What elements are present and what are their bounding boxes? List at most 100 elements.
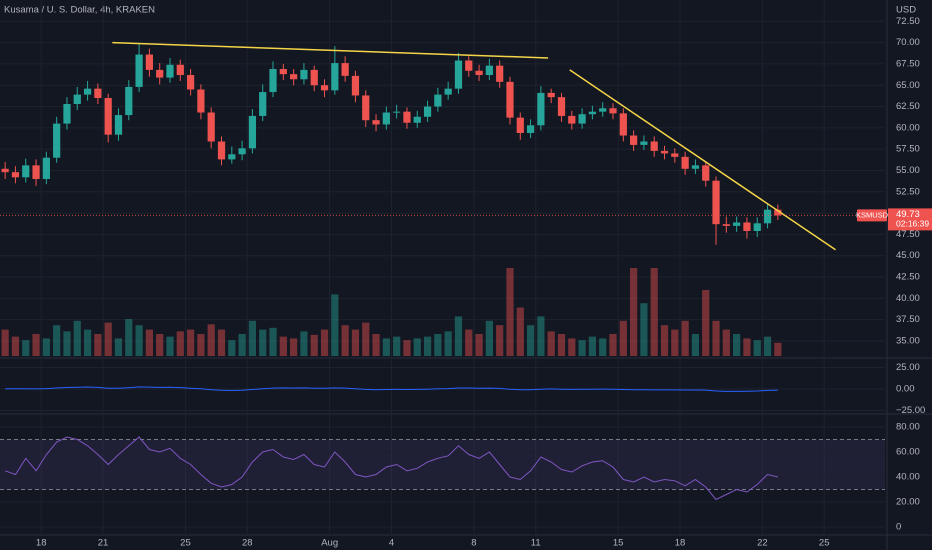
y-tick-label: 45.00 bbox=[896, 250, 920, 261]
volume-bar bbox=[763, 336, 772, 356]
volume-bar bbox=[640, 303, 648, 356]
candle-body bbox=[269, 69, 277, 93]
volume-bar bbox=[712, 320, 720, 356]
candle-body bbox=[176, 64, 184, 76]
x-tick-label: 8 bbox=[471, 538, 476, 549]
volume-bar bbox=[691, 334, 700, 356]
candle-body bbox=[63, 103, 71, 124]
price-tag bbox=[888, 208, 932, 231]
candle-body bbox=[712, 180, 720, 225]
candle-body bbox=[104, 98, 112, 135]
symbol-tag bbox=[857, 209, 887, 222]
volume-bar bbox=[506, 268, 514, 356]
volume-bar bbox=[197, 334, 205, 356]
volume-bar bbox=[733, 334, 741, 356]
candle-body bbox=[279, 69, 287, 75]
candle-body bbox=[599, 108, 607, 112]
candle-body bbox=[702, 165, 710, 181]
volume-bar bbox=[248, 320, 257, 356]
candle-body bbox=[73, 94, 81, 104]
trend-line bbox=[569, 69, 836, 251]
candle-body bbox=[186, 75, 195, 90]
y-tick-label: 37.50 bbox=[896, 314, 920, 325]
volume-bar bbox=[83, 329, 92, 356]
y-tick-label: 70.00 bbox=[896, 37, 920, 48]
candle-body bbox=[444, 88, 452, 95]
volume-bar bbox=[568, 338, 576, 356]
candle-body bbox=[568, 115, 576, 124]
candle-body bbox=[526, 125, 535, 133]
y-tick-label: 0.00 bbox=[896, 384, 915, 395]
symbol-label: KSMUSD bbox=[856, 210, 889, 219]
volume-bar bbox=[547, 331, 555, 356]
candle-body bbox=[485, 65, 493, 76]
candle-body bbox=[382, 112, 390, 125]
y-tick-label: 20.00 bbox=[896, 497, 920, 508]
volume-bar bbox=[372, 334, 380, 356]
volume-bar bbox=[176, 331, 184, 356]
volume-bar bbox=[403, 340, 411, 356]
volume-bar bbox=[351, 329, 360, 356]
volume-bar bbox=[496, 325, 504, 356]
volume-bar bbox=[11, 336, 20, 356]
candle-body bbox=[114, 115, 123, 135]
candle-body bbox=[372, 120, 380, 125]
volume-bar bbox=[1, 329, 9, 356]
candle-body bbox=[217, 141, 226, 160]
y-tick-label: 62.50 bbox=[896, 101, 920, 112]
x-tick-label: 18 bbox=[36, 538, 47, 549]
candle-body bbox=[516, 117, 524, 133]
volume-bar bbox=[104, 322, 112, 356]
volume-bar bbox=[73, 320, 81, 356]
volume-bar bbox=[588, 336, 597, 356]
volume-bar bbox=[774, 342, 782, 356]
volume-bar bbox=[743, 338, 751, 356]
x-tick-label: 22 bbox=[757, 538, 768, 549]
candle-body bbox=[362, 95, 370, 121]
volume-bar bbox=[341, 325, 349, 356]
volume-bar bbox=[619, 320, 627, 356]
volume-bar bbox=[63, 331, 71, 356]
currency: USD bbox=[896, 5, 916, 16]
y-tick-label: 80.00 bbox=[896, 422, 920, 433]
volume-bar bbox=[681, 320, 689, 356]
candle-body bbox=[53, 123, 61, 158]
volume-bar bbox=[702, 290, 710, 356]
volume-bar bbox=[238, 334, 246, 356]
countdown: 02:16:39 bbox=[896, 219, 929, 229]
x-tick-label: Aug bbox=[321, 538, 338, 549]
volume-bar bbox=[42, 338, 50, 356]
candle-body bbox=[22, 165, 30, 178]
candle-body bbox=[774, 209, 782, 216]
candle-body bbox=[547, 92, 555, 98]
candle-body bbox=[743, 222, 751, 231]
candle-body bbox=[351, 75, 360, 96]
volume-bar bbox=[125, 319, 133, 356]
x-tick-label: 28 bbox=[242, 538, 253, 549]
volume-bar bbox=[166, 336, 174, 356]
y-tick-label: 57.50 bbox=[896, 144, 920, 155]
candle-body bbox=[300, 69, 308, 80]
y-tick-label: 42.50 bbox=[896, 272, 920, 283]
volume-bar bbox=[557, 334, 566, 356]
volume-bar bbox=[423, 336, 432, 356]
volume-bar bbox=[454, 316, 463, 356]
candle-body bbox=[1, 168, 9, 173]
candle-body bbox=[763, 209, 772, 224]
x-tick-label: 4 bbox=[389, 538, 394, 549]
candle-body bbox=[413, 116, 421, 123]
y-tick-label: 67.50 bbox=[896, 58, 920, 69]
volume-bar bbox=[94, 334, 102, 356]
volume-bar bbox=[310, 334, 318, 356]
volume-bar bbox=[331, 294, 339, 356]
candle-body bbox=[32, 165, 40, 179]
candle-body bbox=[578, 114, 586, 124]
candle-body bbox=[228, 154, 236, 160]
candle-body bbox=[640, 141, 648, 145]
indicator-line bbox=[5, 386, 778, 392]
x-tick-label: 15 bbox=[613, 538, 624, 549]
volume-bar bbox=[320, 329, 329, 356]
candle-body bbox=[423, 106, 432, 117]
chart-title: Kusama / U. S. Dollar, 4h, KRAKEN bbox=[4, 5, 155, 16]
